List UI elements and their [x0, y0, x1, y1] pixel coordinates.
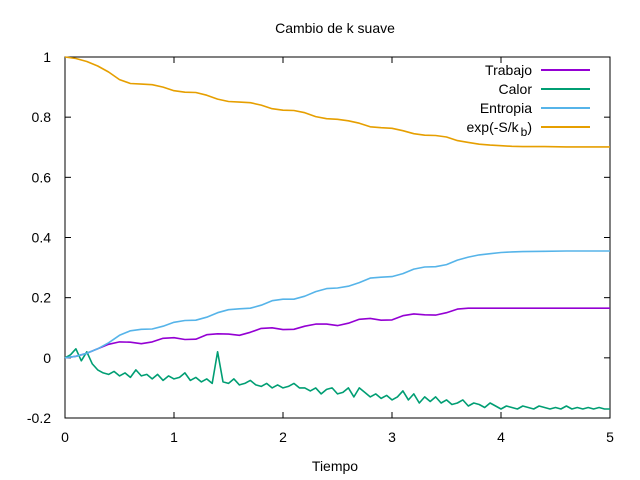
x-tick-label: 1: [170, 429, 178, 445]
series-line-trabajo: [64, 307, 610, 359]
y-tick-label: 0: [43, 350, 51, 366]
chart-title: Cambio de k suave: [275, 20, 395, 36]
series-line-exp-s-k-b: [64, 56, 610, 148]
y-tick-label: 0.4: [32, 230, 52, 246]
legend-label-exp-s-k-b: exp(-S/k b): [467, 119, 532, 139]
x-tick-label: 3: [388, 429, 396, 445]
series-line-entropia: [64, 250, 610, 359]
plot-area: [64, 56, 610, 410]
legend-label-trabajo: Trabajo: [485, 62, 532, 78]
x-tick-label: 0: [61, 429, 69, 445]
x-tick-label: 4: [497, 429, 505, 445]
x-tick-label: 2: [279, 429, 287, 445]
x-tick-label: 5: [606, 429, 614, 445]
x-axis-label: Tiempo: [312, 458, 358, 474]
y-tick-label: 0.6: [32, 169, 52, 185]
y-tick-label: -0.2: [27, 410, 51, 426]
y-tick-label: 0.8: [32, 109, 52, 125]
y-tick-label: 0.2: [32, 290, 52, 306]
legend-label-entropia: Entropia: [480, 100, 532, 116]
legend-label-calor: Calor: [499, 81, 533, 97]
y-tick-label: 1: [43, 49, 51, 65]
legend: Trabajo Calor Entropia exp(-S/k b): [467, 62, 590, 139]
series-line-calor: [64, 347, 610, 410]
